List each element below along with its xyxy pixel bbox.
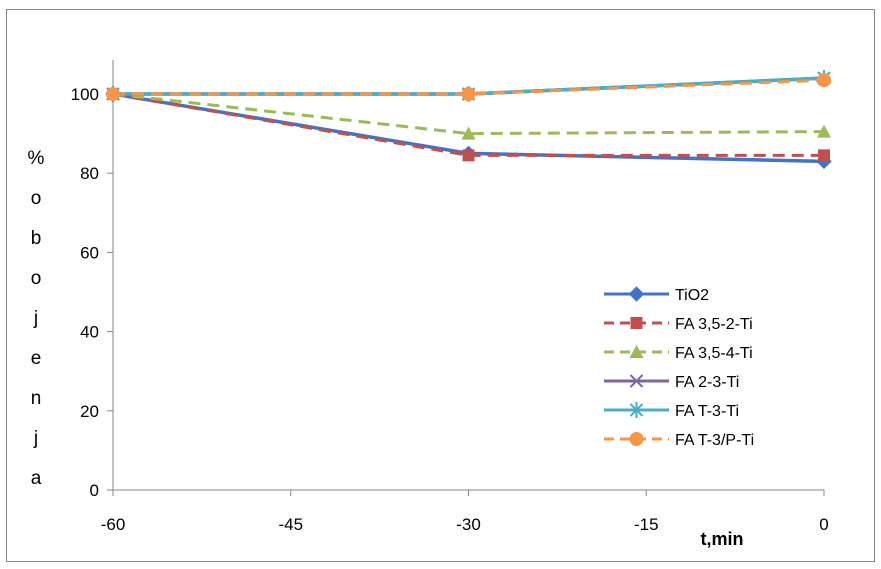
x-tick-label: 0 <box>819 515 828 534</box>
x-axis-label: t,min <box>701 529 744 549</box>
y-axis-label-char: o <box>31 188 42 209</box>
x-tick-label: -30 <box>456 515 481 534</box>
y-tick-label: 40 <box>80 323 99 342</box>
data-point-2-2 <box>817 124 831 138</box>
legend-label-3: FA 2-3-Ti <box>675 374 739 391</box>
y-axis-label-char: o <box>31 268 42 289</box>
data-point-1-2 <box>818 149 830 162</box>
data-point-1-1 <box>462 149 475 162</box>
data-point-2-1 <box>461 126 476 140</box>
legend-label-4: FA T-3-Ti <box>675 403 739 420</box>
y-tick-label: 100 <box>71 85 99 104</box>
y-tick-label: 60 <box>80 243 99 262</box>
legend-marker-5 <box>629 432 644 446</box>
y-tick-label: 80 <box>80 164 99 183</box>
y-axis-label-char: n <box>31 388 42 409</box>
y-tick-label: 20 <box>80 402 99 421</box>
y-axis-label-char: b <box>31 228 42 249</box>
series-line-2 <box>112 92 825 136</box>
x-tick-label: -15 <box>634 515 659 534</box>
y-axis-label-char: e <box>31 348 42 369</box>
legend-label-0: TiO2 <box>675 287 709 304</box>
legend-marker-3 <box>629 374 644 388</box>
y-axis-label-char: j <box>33 308 38 329</box>
y-axis-label-char: a <box>31 468 42 489</box>
data-point-5-2 <box>817 73 831 88</box>
legend-label-2: FA 3,5-4-Ti <box>675 345 753 362</box>
legend-marker-2 <box>629 345 644 358</box>
y-axis-label-char: % <box>28 148 45 169</box>
y-tick-label: 0 <box>90 481 99 500</box>
x-tick-label: -60 <box>101 515 126 534</box>
legend-label-1: FA 3,5-2-Ti <box>675 316 753 333</box>
series-line-1 <box>112 92 824 157</box>
data-point-5-0 <box>106 87 120 101</box>
legend-label-5: FA T-3/P-Ti <box>675 432 754 449</box>
data-point-5-1 <box>461 87 476 101</box>
legend-marker-0 <box>628 286 645 302</box>
series-line-5 <box>113 78 825 96</box>
legend-marker-4 <box>629 402 644 418</box>
legend-marker-1 <box>630 317 643 329</box>
x-tick-label: -45 <box>278 515 303 534</box>
y-axis-label-char: j <box>33 428 38 449</box>
